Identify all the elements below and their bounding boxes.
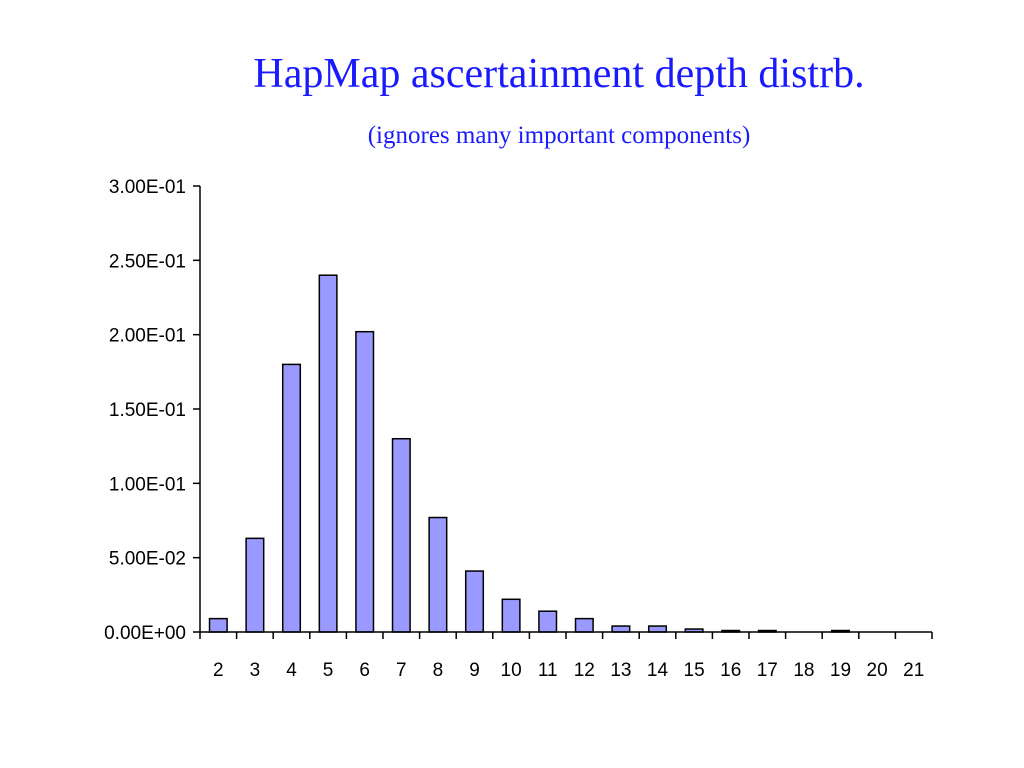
x-tick-label: 3 [250,660,261,681]
bar-12 [574,617,594,633]
y-tick-label: 2.00E-01 [109,326,186,347]
x-tick-label: 16 [720,660,741,681]
slide-subtitle: (ignores many important components) [367,122,751,149]
bar-11 [538,610,558,633]
x-tick-label: 21 [903,660,924,681]
axes-group [199,186,932,633]
x-tick-label: 6 [359,660,370,681]
x-tick-label: 9 [469,660,480,681]
bar-8 [428,516,448,633]
bar-14 [647,625,668,633]
slide-title: HapMap ascertainment depth distrb. [253,51,865,97]
y-tick-label: 0.00E+00 [104,623,186,644]
y-tick-label: 1.50E-01 [109,400,186,421]
x-tick-label: 15 [684,660,705,681]
x-tick-label: 20 [867,660,888,681]
x-tick-label: 14 [647,660,669,681]
bar-5 [318,274,338,633]
x-tick-label: 19 [830,660,851,681]
bar-13 [611,625,631,633]
bars-group [208,274,851,633]
x-tick-label: 17 [757,660,778,681]
x-tick-label: 10 [501,660,522,681]
x-tick-label: 11 [538,660,558,681]
bar-10 [501,598,521,633]
bar-6 [355,330,375,633]
x-tick-label: 2 [213,660,224,681]
x-axis-ticks: 2 3 4 5 6 7 8 9 10 11 12 13 14 15 16 17 18 19 20 21 [199,632,933,681]
y-tick-label: 2.50E-01 [109,251,186,272]
x-tick-label: 8 [433,660,444,681]
bar-4 [281,363,302,633]
x-tick-label: 5 [323,660,334,681]
bar-3 [245,537,265,633]
x-tick-label: 4 [286,660,297,681]
y-tick-label: 3.00E-01 [109,177,186,198]
bar-7 [391,437,411,633]
x-tick-label: 13 [610,660,631,681]
bar-2 [208,617,228,633]
x-tick-label: 7 [396,660,407,681]
x-tick-label: 12 [574,660,595,681]
x-tick-label: 18 [793,660,814,681]
y-axis-ticks: 0.00E+00 5.00E-02 1.00E-01 1.50E-01 2.00E-01… [104,177,200,644]
y-tick-label: 5.00E-02 [109,549,186,570]
bar-9 [464,570,485,633]
y-tick-label: 1.00E-01 [109,474,186,495]
